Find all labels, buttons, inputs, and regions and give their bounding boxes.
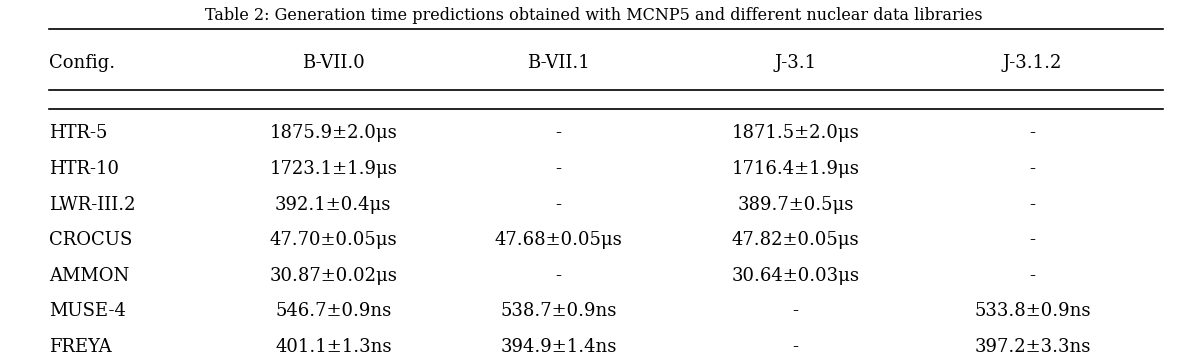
Text: LWR-III.2: LWR-III.2 bbox=[49, 196, 135, 214]
Text: MUSE-4: MUSE-4 bbox=[49, 303, 126, 321]
Text: 30.87±0.02μs: 30.87±0.02μs bbox=[270, 267, 397, 285]
Text: 47.82±0.05μs: 47.82±0.05μs bbox=[732, 231, 859, 249]
Text: FREYA: FREYA bbox=[49, 338, 112, 353]
Text: 389.7±0.5μs: 389.7±0.5μs bbox=[738, 196, 854, 214]
Text: 533.8±0.9ns: 533.8±0.9ns bbox=[974, 303, 1091, 321]
Text: 394.9±1.4ns: 394.9±1.4ns bbox=[500, 338, 617, 353]
Text: 401.1±1.3ns: 401.1±1.3ns bbox=[274, 338, 392, 353]
Text: 538.7±0.9ns: 538.7±0.9ns bbox=[500, 303, 617, 321]
Text: -: - bbox=[792, 338, 798, 353]
Text: -: - bbox=[556, 124, 562, 142]
Text: HTR-5: HTR-5 bbox=[49, 124, 107, 142]
Text: 47.70±0.05μs: 47.70±0.05μs bbox=[270, 231, 397, 249]
Text: 1723.1±1.9μs: 1723.1±1.9μs bbox=[270, 160, 397, 178]
Text: J-3.1: J-3.1 bbox=[775, 54, 816, 72]
Text: 1875.9±2.0μs: 1875.9±2.0μs bbox=[270, 124, 397, 142]
Text: 397.2±3.3ns: 397.2±3.3ns bbox=[974, 338, 1091, 353]
Text: -: - bbox=[792, 303, 798, 321]
Text: B-VII.1: B-VII.1 bbox=[527, 54, 589, 72]
Text: Config.: Config. bbox=[49, 54, 115, 72]
Text: -: - bbox=[1030, 196, 1036, 214]
Text: CROCUS: CROCUS bbox=[49, 231, 132, 249]
Text: 1871.5±2.0μs: 1871.5±2.0μs bbox=[732, 124, 859, 142]
Text: J-3.1.2: J-3.1.2 bbox=[1003, 54, 1062, 72]
Text: -: - bbox=[556, 267, 562, 285]
Text: -: - bbox=[556, 160, 562, 178]
Text: -: - bbox=[1030, 267, 1036, 285]
Text: 30.64±0.03μs: 30.64±0.03μs bbox=[732, 267, 859, 285]
Text: HTR-10: HTR-10 bbox=[49, 160, 119, 178]
Text: 392.1±0.4μs: 392.1±0.4μs bbox=[276, 196, 391, 214]
Text: -: - bbox=[1030, 231, 1036, 249]
Text: 546.7±0.9ns: 546.7±0.9ns bbox=[276, 303, 391, 321]
Text: -: - bbox=[1030, 124, 1036, 142]
Text: -: - bbox=[1030, 160, 1036, 178]
Text: AMMON: AMMON bbox=[49, 267, 129, 285]
Text: Table 2: Generation time predictions obtained with MCNP5 and different nuclear d: Table 2: Generation time predictions obt… bbox=[206, 7, 982, 24]
Text: 47.68±0.05μs: 47.68±0.05μs bbox=[494, 231, 623, 249]
Text: -: - bbox=[556, 196, 562, 214]
Text: B-VII.0: B-VII.0 bbox=[302, 54, 365, 72]
Text: 1716.4±1.9μs: 1716.4±1.9μs bbox=[732, 160, 859, 178]
